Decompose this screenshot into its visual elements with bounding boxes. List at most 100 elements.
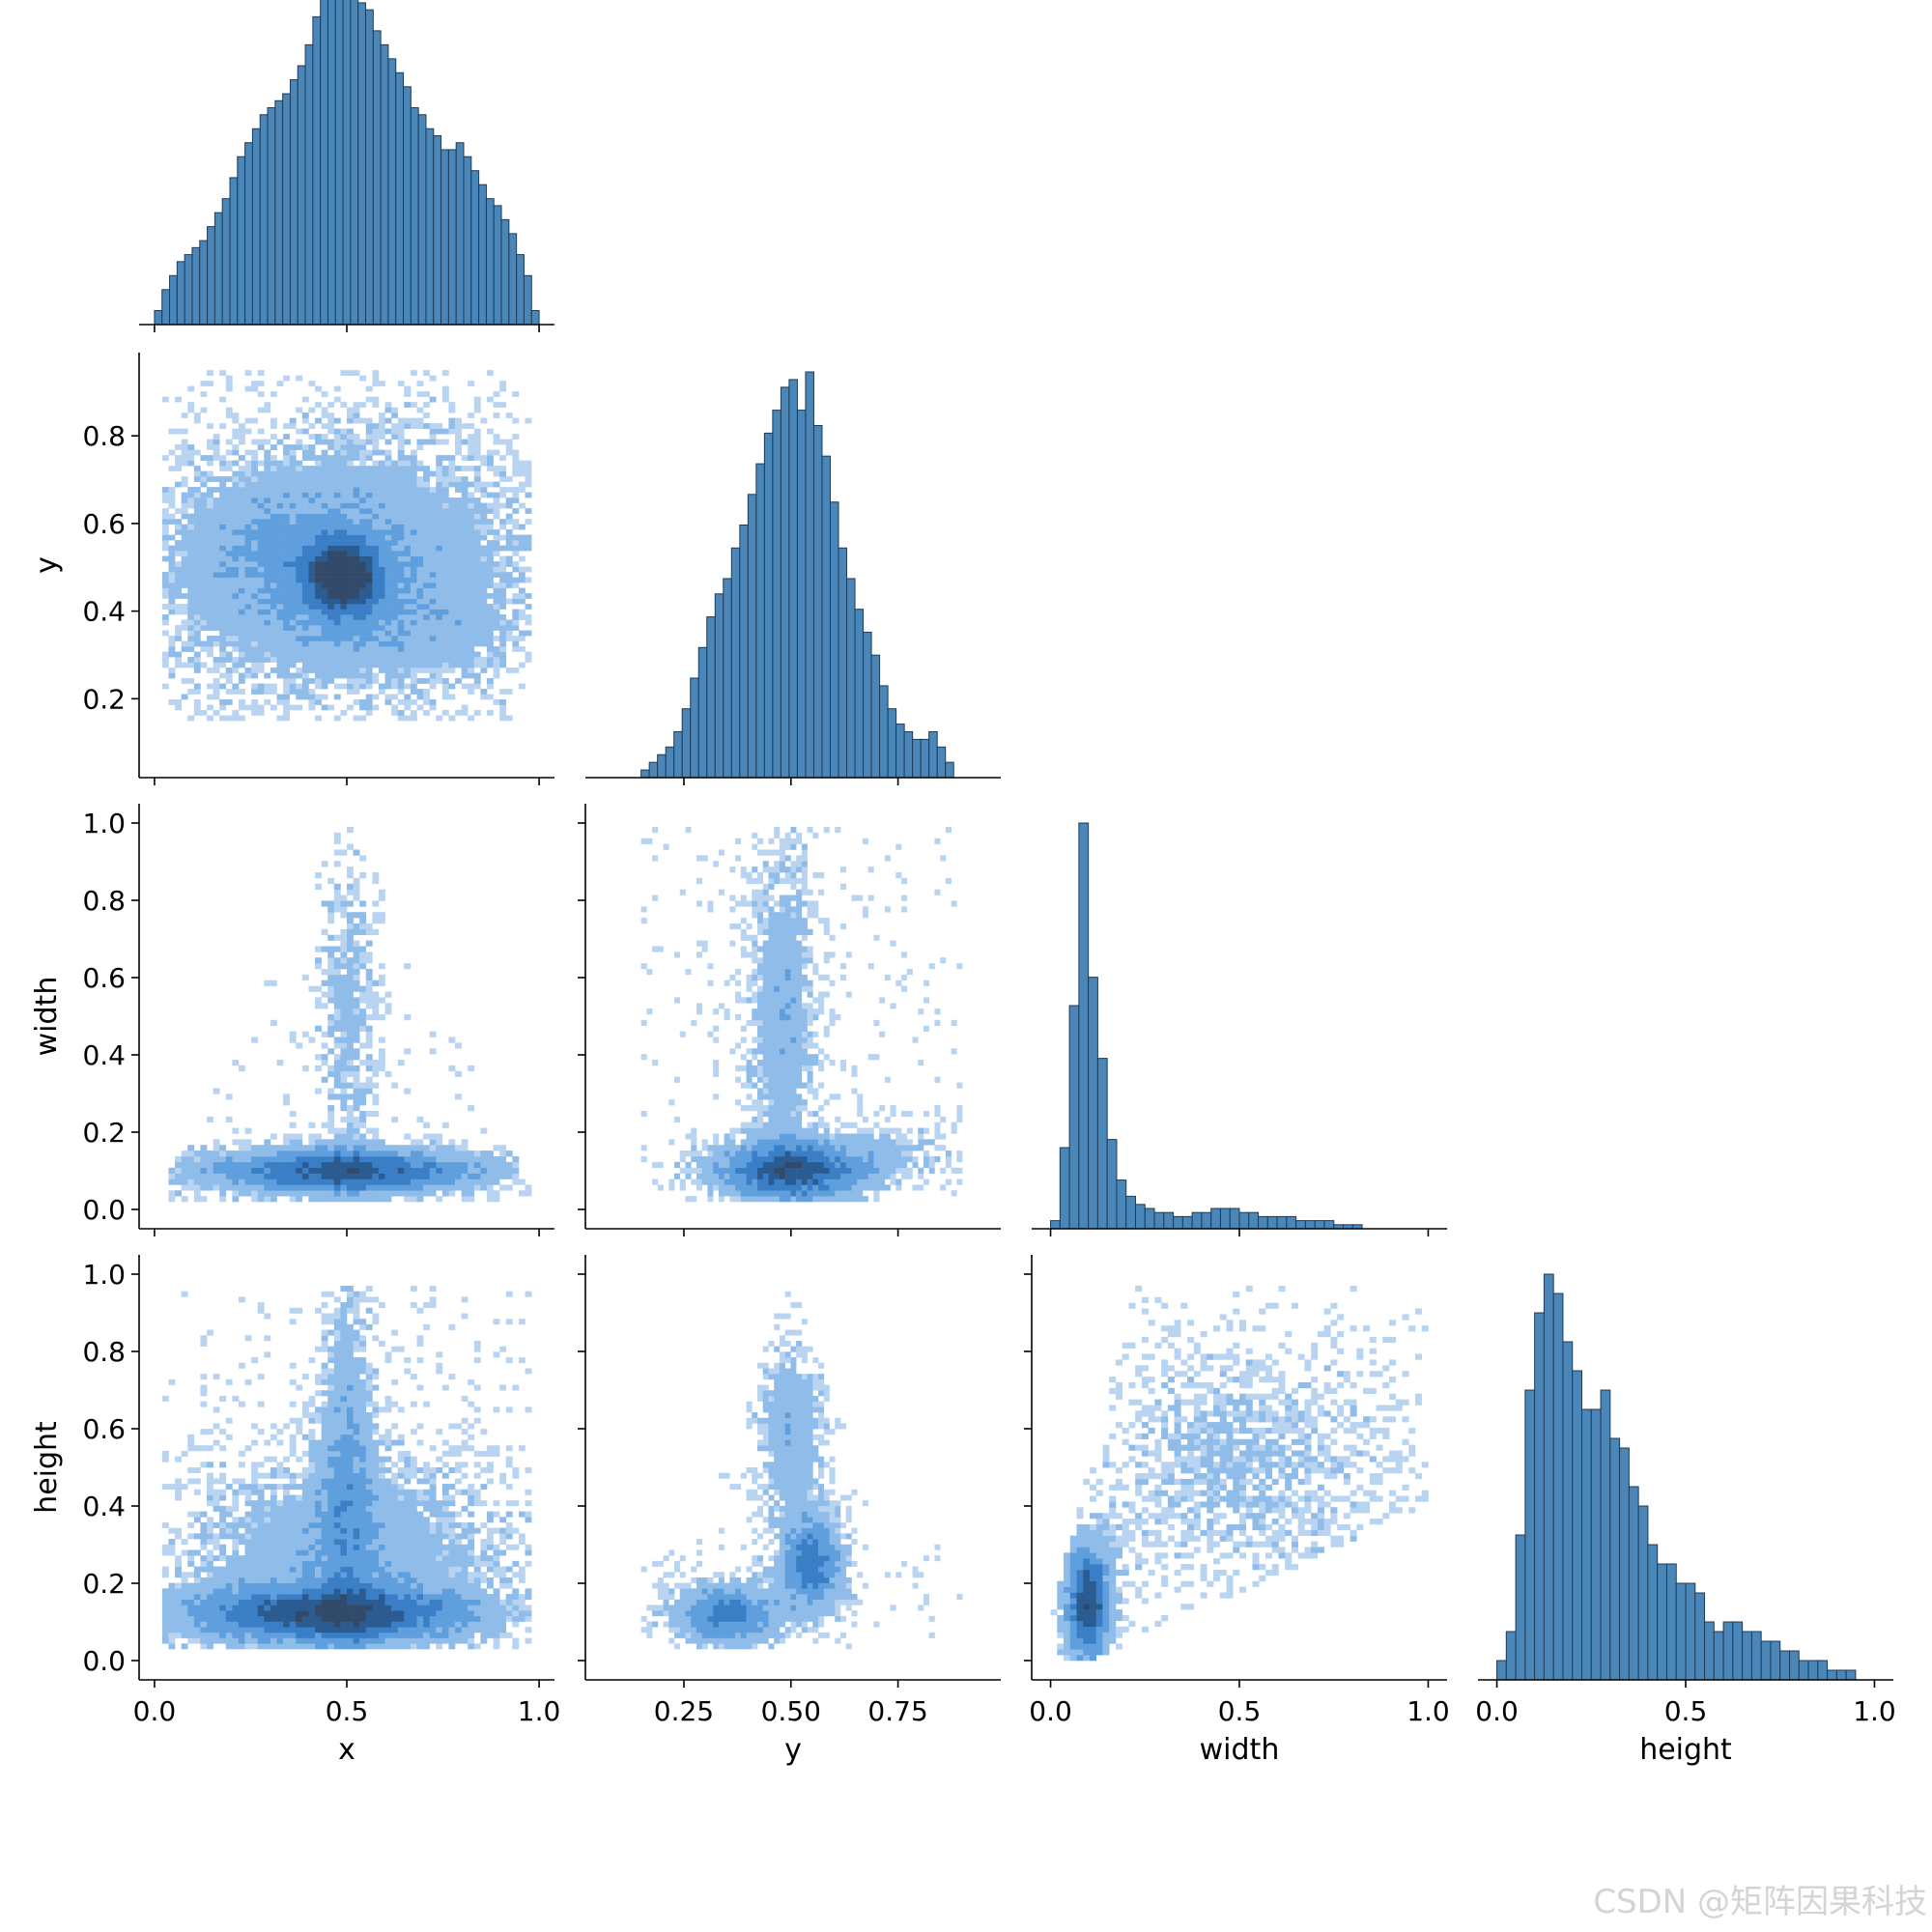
heatmap-cell — [219, 513, 227, 520]
heatmap-cell — [340, 1127, 348, 1134]
heatmap-cell — [851, 1190, 858, 1197]
heatmap-cell — [308, 985, 316, 992]
heatmap-cell — [296, 1196, 303, 1203]
heatmap-cell — [276, 619, 284, 626]
heatmap-cell — [327, 1070, 335, 1077]
heatmap-cell — [238, 551, 245, 556]
heatmap-cell — [213, 689, 220, 695]
heatmap-cell — [873, 1184, 880, 1191]
heatmap-cell — [372, 1145, 380, 1151]
heatmap-cell — [251, 524, 259, 530]
heatmap-cell — [308, 636, 316, 641]
heatmap-cell — [757, 1161, 764, 1169]
heatmap-cell — [461, 555, 469, 562]
heatmap-cell — [505, 1167, 513, 1174]
heatmap-cell — [525, 604, 532, 610]
heatmap-cell — [480, 551, 488, 556]
heatmap-cell — [301, 630, 309, 637]
heatmap-cell — [276, 668, 284, 673]
heatmap-cell — [168, 1173, 176, 1179]
heatmap-cell — [308, 1167, 316, 1174]
heatmap-cell — [193, 1196, 201, 1203]
heatmap-cell — [327, 551, 335, 556]
heatmap-cell — [181, 662, 188, 668]
heatmap-cell — [779, 1145, 785, 1151]
heatmap-cell — [416, 407, 424, 413]
heatmap-cell — [404, 630, 412, 637]
heatmap-cell — [257, 651, 265, 658]
heatmap-cell — [161, 614, 169, 620]
heatmap-cell — [774, 1042, 781, 1049]
heatmap-cell — [315, 1139, 322, 1146]
heatmap-cell — [455, 551, 462, 556]
heatmap-cell — [225, 1094, 233, 1100]
heatmap-cell — [784, 1099, 791, 1106]
heatmap-cell — [276, 640, 284, 647]
heatmap-cell — [270, 487, 277, 493]
heatmap-cell — [812, 832, 819, 839]
heatmap-cell — [327, 1031, 335, 1037]
heatmap-cell — [340, 609, 348, 615]
heatmap-cell — [862, 1145, 868, 1151]
heatmap-cell — [270, 619, 277, 626]
heatmap-cell — [353, 1009, 360, 1015]
heatmap-cell — [270, 391, 277, 397]
heatmap-cell — [289, 1139, 297, 1146]
heatmap-cell — [884, 1161, 891, 1169]
heatmap-cell — [365, 940, 373, 947]
heatmap-cell — [257, 428, 265, 435]
heatmap-cell — [365, 1037, 373, 1043]
heatmap-cell — [321, 439, 328, 445]
heatmap-cell — [333, 625, 341, 631]
heatmap-cell — [340, 895, 348, 901]
heatmap-cell — [416, 1184, 424, 1191]
heatmap-cell — [752, 940, 758, 947]
heatmap-cell — [347, 900, 354, 907]
heatmap-cell — [713, 1161, 720, 1169]
heatmap-cell — [486, 529, 494, 535]
heatmap-cell — [359, 502, 367, 509]
heatmap-cell — [436, 640, 443, 647]
heatmap-cell — [193, 668, 201, 673]
heatmap-cell — [187, 587, 195, 594]
heatmap-cell — [168, 1605, 176, 1611]
histogram-bar — [780, 386, 790, 779]
heatmap-cell — [315, 609, 322, 615]
heatmap-cell — [441, 1145, 449, 1151]
heatmap-cell — [391, 1190, 399, 1197]
heatmap-cell — [480, 1173, 488, 1179]
heatmap-cell — [423, 561, 430, 567]
heatmap-cell — [365, 476, 373, 482]
heatmap-cell — [906, 1110, 913, 1118]
heatmap-cell — [333, 614, 341, 620]
heatmap-cell — [353, 1133, 360, 1140]
heatmap-cell — [879, 1133, 886, 1140]
heatmap-cell — [829, 1173, 836, 1179]
heatmap-cell — [685, 1173, 692, 1179]
heatmap-cell — [499, 646, 507, 652]
heatmap-cell — [289, 625, 297, 631]
heatmap-cell — [207, 572, 213, 578]
histogram-bar — [259, 114, 269, 326]
heatmap-cell — [525, 614, 532, 620]
heatmap-cell — [193, 534, 201, 541]
heatmap-cell — [168, 593, 176, 599]
heatmap-cell — [244, 636, 252, 641]
heatmap-cell — [283, 1184, 290, 1191]
heatmap-cell — [416, 540, 424, 546]
heatmap-cell — [333, 434, 341, 440]
heatmap-cell — [518, 1190, 526, 1197]
heatmap-cell — [181, 534, 188, 541]
heatmap-cell — [340, 1048, 348, 1055]
heatmap-cell — [315, 715, 322, 722]
heatmap-cell — [289, 481, 297, 488]
heatmap-cell — [251, 593, 259, 599]
heatmap-cell — [818, 1116, 825, 1122]
heatmap-cell — [301, 598, 309, 605]
heatmap-cell — [384, 678, 392, 684]
heatmap-cell — [289, 587, 297, 594]
heatmap-cell — [321, 555, 328, 562]
heatmap-cell — [812, 1139, 819, 1146]
heatmap-cell — [397, 668, 405, 673]
heatmap-cell — [448, 481, 456, 488]
